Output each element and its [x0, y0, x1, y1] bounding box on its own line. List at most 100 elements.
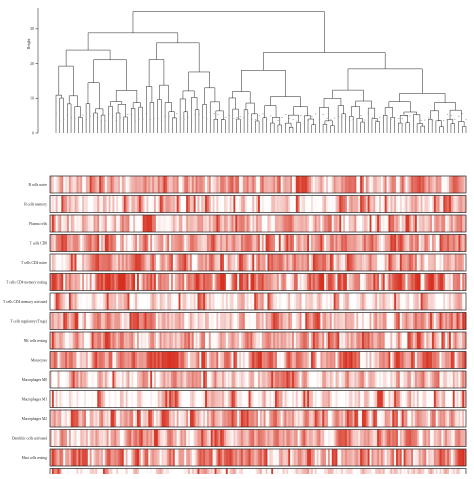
- heatmap-cell: [78, 390, 81, 408]
- heatmap-cell: [235, 273, 238, 291]
- heatmap-cell: [346, 254, 350, 271]
- heatmap-cell: [186, 234, 189, 252]
- dendrogram-branch: [296, 122, 301, 133]
- heatmap-cell: [191, 410, 195, 427]
- heatmap-cell: [397, 449, 401, 466]
- heatmap-cell: [324, 195, 327, 213]
- heatmap-cell: [150, 254, 153, 271]
- heatmap-cell: [428, 468, 431, 479]
- heatmap-cell: [53, 468, 56, 479]
- heatmap-cell: [104, 332, 108, 349]
- y-tick-label: 10: [30, 96, 34, 101]
- heatmap-cell: [403, 195, 406, 213]
- heatmap-cell: [220, 429, 223, 447]
- heatmap-cell: [212, 234, 215, 252]
- heatmap-cell: [460, 273, 463, 291]
- heatmap-cell: [276, 429, 280, 447]
- heatmap-cell: [150, 312, 153, 330]
- heatmap-cell: [237, 293, 240, 310]
- heatmap-cell: [377, 410, 380, 427]
- heatmap-cell: [154, 176, 157, 193]
- heatmap-cell: [102, 332, 106, 349]
- heatmap-cell: [231, 410, 234, 427]
- heatmap-cell: [303, 410, 306, 427]
- heatmap-cell: [172, 371, 176, 388]
- heatmap-cell: [284, 390, 287, 408]
- heatmap-cell: [375, 371, 378, 388]
- heatmap-cell: [157, 351, 160, 369]
- heatmap-cell: [384, 351, 387, 369]
- heatmap-cell: [231, 351, 234, 369]
- heatmap-cell: [256, 234, 259, 252]
- heatmap-cell: [55, 293, 58, 310]
- heatmap-cell: [428, 234, 431, 252]
- heatmap-cell: [148, 312, 151, 330]
- heatmap-cell: [133, 312, 136, 330]
- heatmap-cell: [72, 429, 75, 447]
- heatmap-cell: [418, 254, 421, 271]
- heatmap-cell: [214, 371, 217, 388]
- heatmap-cell: [84, 429, 87, 447]
- heatmap-cell: [292, 371, 295, 388]
- heatmap-cell: [76, 410, 79, 427]
- heatmap-cell: [165, 273, 168, 291]
- heatmap-cell: [116, 312, 119, 330]
- heatmap-cell: [171, 332, 174, 349]
- heatmap-cell: [239, 312, 242, 330]
- heatmap-cell: [350, 468, 353, 479]
- heatmap-cell: [450, 195, 454, 213]
- heatmap-cell: [386, 468, 389, 479]
- heatmap-cell: [227, 293, 230, 310]
- heatmap-cell: [188, 234, 191, 252]
- heatmap-cell: [416, 468, 420, 479]
- heatmap-cell: [369, 195, 372, 213]
- heatmap-cell: [360, 429, 363, 447]
- heatmap-cell: [129, 351, 132, 369]
- heatmap-cell: [390, 234, 393, 252]
- heatmap-cell: [303, 390, 306, 408]
- heatmap-cell: [405, 468, 408, 479]
- heatmap-cell: [403, 371, 406, 388]
- heatmap-cell: [299, 293, 302, 310]
- heatmap-cell: [184, 254, 187, 271]
- heatmap-cell: [329, 273, 333, 291]
- heatmap-cell: [210, 234, 213, 252]
- heatmap-cell: [278, 176, 281, 193]
- heatmap-cell: [426, 449, 429, 466]
- heatmap-cell: [89, 449, 92, 466]
- heatmap-cell: [396, 176, 399, 193]
- heatmap-cell: [431, 332, 435, 349]
- heatmap-cell: [282, 449, 285, 466]
- heatmap-cell: [286, 215, 289, 232]
- heatmap-cell: [430, 351, 433, 369]
- heatmap-cell: [199, 332, 202, 349]
- heatmap-cell: [186, 468, 189, 479]
- heatmap-cell: [388, 273, 391, 291]
- heatmap-cell: [191, 234, 195, 252]
- heatmap-cell: [258, 390, 261, 408]
- heatmap-cell: [290, 429, 293, 447]
- heatmap-cell: [53, 371, 56, 388]
- heatmap-cell: [182, 332, 185, 349]
- heatmap-cell: [110, 195, 113, 213]
- heatmap-cell: [154, 351, 157, 369]
- heatmap-cell: [309, 371, 312, 388]
- heatmap-cell: [70, 371, 73, 388]
- heatmap-cell: [458, 293, 461, 310]
- heatmap-cell: [327, 410, 331, 427]
- heatmap-cell: [373, 293, 376, 310]
- heatmap-cell: [72, 371, 75, 388]
- heatmap-cell: [51, 449, 55, 466]
- heatmap-cell: [63, 215, 66, 232]
- heatmap-cell: [413, 215, 416, 232]
- heatmap-cell: [112, 312, 115, 330]
- dendrogram-branch: [182, 90, 195, 99]
- heatmap-cell: [140, 449, 143, 466]
- heatmap-cell: [331, 254, 334, 271]
- heatmap-cell: [307, 410, 310, 427]
- heatmap-cell: [363, 468, 367, 479]
- heatmap-cell: [165, 429, 168, 447]
- heatmap-cell: [439, 410, 442, 427]
- heatmap-cell: [116, 390, 119, 408]
- heatmap-cell: [208, 468, 212, 479]
